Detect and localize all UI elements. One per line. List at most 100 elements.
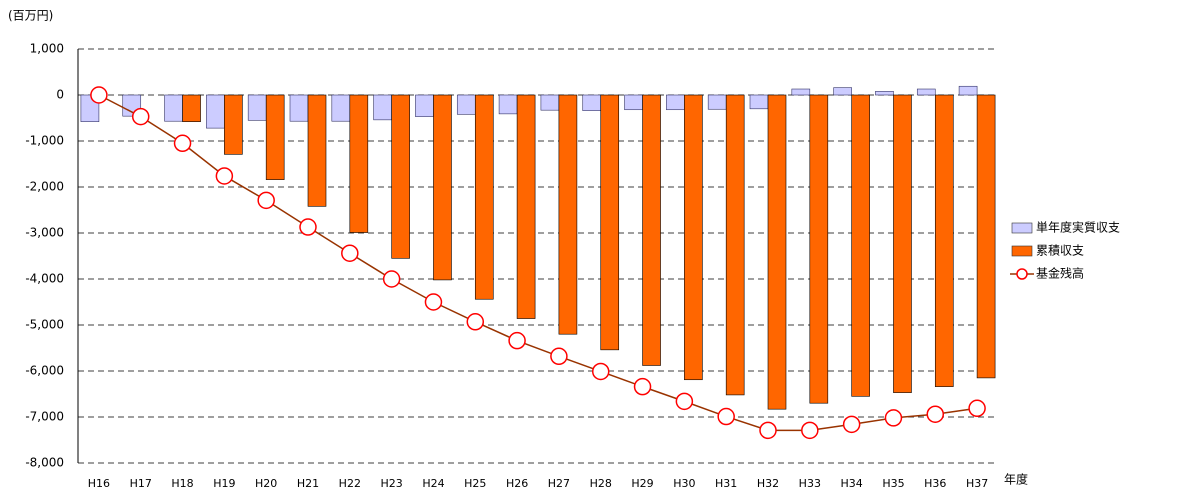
x-tick-label: H34 — [840, 477, 862, 490]
bar — [833, 87, 852, 96]
bar — [851, 94, 870, 397]
marker — [299, 218, 317, 236]
bar — [474, 94, 494, 300]
legend-marker — [1016, 268, 1028, 280]
bar — [164, 94, 183, 122]
marker — [759, 421, 777, 440]
bar — [767, 94, 787, 410]
x-tick-label: H28 — [590, 477, 612, 490]
x-tick-label: H17 — [130, 477, 152, 490]
marker — [382, 270, 401, 288]
bar — [516, 94, 536, 319]
legend-label: 基金残高 — [1036, 266, 1084, 281]
bar — [707, 94, 727, 110]
marker — [633, 377, 652, 396]
bar — [642, 94, 661, 366]
marker — [466, 313, 485, 331]
legend-swatch — [1011, 222, 1033, 234]
bar — [415, 94, 434, 117]
marker — [717, 407, 735, 426]
x-tick-label: H19 — [213, 477, 235, 490]
bar — [958, 85, 978, 96]
bar — [331, 94, 351, 122]
marker — [550, 347, 568, 366]
bar — [666, 94, 685, 111]
x-tick-label: H37 — [966, 477, 988, 490]
marker — [90, 86, 108, 104]
x-tick-label: H33 — [799, 477, 821, 490]
marker — [215, 167, 234, 185]
x-tick-label: H21 — [297, 477, 319, 490]
bar — [749, 94, 769, 110]
bar — [433, 94, 452, 281]
y-unit-label: (百万円) — [8, 9, 53, 23]
y-tick-label: -8,000 — [25, 456, 64, 470]
bar — [224, 94, 243, 155]
bar — [916, 88, 936, 96]
marker — [341, 244, 359, 262]
y-tick-label: -6,000 — [25, 364, 64, 378]
bar — [391, 94, 410, 259]
bar — [558, 94, 578, 335]
bar — [289, 94, 309, 122]
x-tick-label: H26 — [506, 477, 528, 490]
x-tick-label: H32 — [757, 477, 779, 490]
bar — [791, 88, 811, 96]
bar — [373, 94, 392, 121]
bar — [600, 94, 620, 351]
bar — [624, 94, 643, 111]
marker — [131, 107, 150, 126]
bar — [934, 94, 954, 387]
y-tick-label: -4,000 — [25, 272, 64, 286]
y-tick-label: -3,000 — [25, 226, 64, 240]
marker — [173, 134, 192, 153]
bar — [265, 94, 285, 180]
x-tick-label: H31 — [715, 477, 737, 490]
x-tick-label: H36 — [924, 477, 946, 490]
marker — [675, 392, 694, 411]
y-tick-label: -1,000 — [25, 134, 64, 148]
bar — [182, 94, 201, 122]
x-tick-label: H30 — [673, 477, 695, 490]
marker — [257, 191, 275, 210]
bar — [349, 94, 369, 233]
bar — [684, 94, 703, 381]
bar — [976, 94, 996, 379]
x-tick-label: H24 — [422, 477, 444, 490]
marker — [968, 399, 986, 418]
marker — [926, 405, 945, 423]
bar — [893, 94, 912, 393]
legend-label: 単年度実質収支 — [1036, 220, 1120, 235]
x-tick-label: H23 — [380, 477, 402, 490]
marker — [508, 331, 526, 350]
line — [98, 94, 978, 432]
bar — [206, 94, 225, 129]
y-tick-label: -5,000 — [25, 318, 64, 332]
x-tick-label: H25 — [464, 477, 486, 490]
bar — [456, 94, 476, 115]
legend-swatch — [1011, 245, 1033, 257]
bar — [582, 94, 602, 111]
marker — [842, 415, 861, 434]
bar — [498, 94, 518, 115]
x-tick-label: H35 — [882, 477, 904, 490]
bar — [540, 94, 560, 111]
y-tick-label: 0 — [56, 88, 64, 102]
bar — [307, 94, 327, 207]
marker — [884, 409, 903, 427]
marker — [801, 421, 819, 440]
marker — [591, 362, 610, 381]
x-tick-label: H29 — [631, 477, 653, 490]
bar — [875, 91, 894, 96]
marker — [424, 293, 443, 311]
x-tick-label: H20 — [255, 477, 277, 490]
x-tick-label: H22 — [339, 477, 361, 490]
y-tick-label: -2,000 — [25, 180, 64, 194]
x-axis-label: 年度 — [1004, 472, 1028, 487]
bar — [809, 94, 829, 404]
bar — [725, 94, 745, 396]
y-tick-label: -7,000 — [25, 410, 64, 424]
bar — [247, 94, 267, 121]
x-tick-label: H18 — [171, 477, 193, 490]
